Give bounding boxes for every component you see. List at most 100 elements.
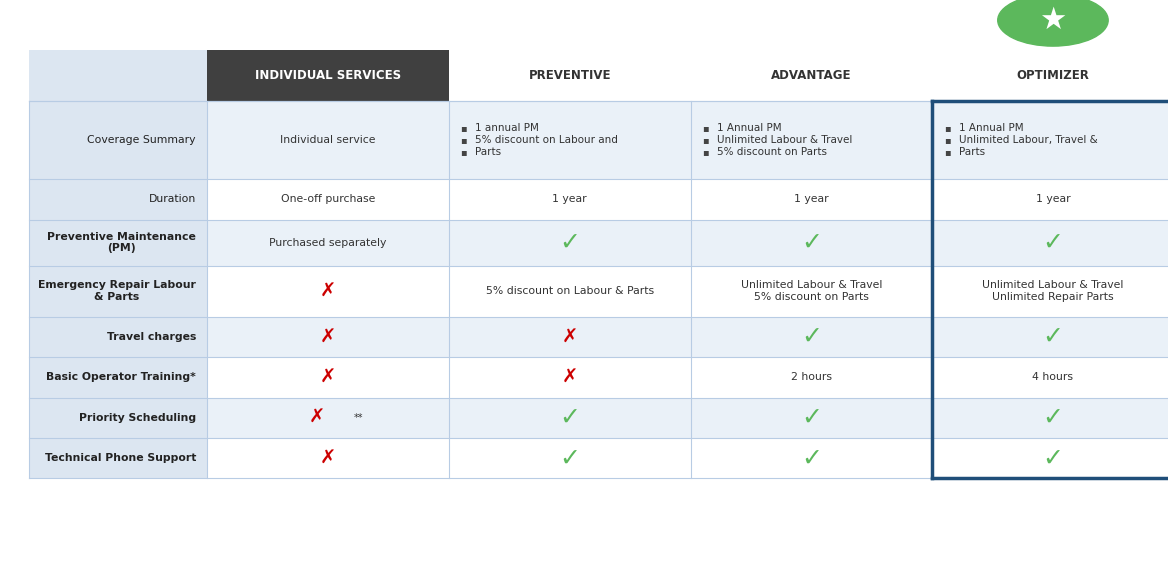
Text: ✓: ✓ <box>559 446 580 470</box>
FancyBboxPatch shape <box>690 317 932 357</box>
FancyBboxPatch shape <box>690 357 932 397</box>
FancyBboxPatch shape <box>449 357 690 397</box>
Text: ✓: ✓ <box>1043 230 1063 255</box>
FancyBboxPatch shape <box>29 317 208 357</box>
Text: Preventive Maintenance
(PM): Preventive Maintenance (PM) <box>47 232 196 253</box>
Text: 4 hours: 4 hours <box>1033 373 1073 382</box>
Text: Priority Scheduling: Priority Scheduling <box>78 413 196 423</box>
Text: ▪: ▪ <box>702 147 709 157</box>
FancyBboxPatch shape <box>29 438 208 478</box>
Text: ✓: ✓ <box>1043 325 1063 349</box>
FancyBboxPatch shape <box>449 179 690 220</box>
FancyBboxPatch shape <box>932 220 1168 265</box>
Text: Duration: Duration <box>148 194 196 205</box>
FancyBboxPatch shape <box>29 265 208 317</box>
FancyBboxPatch shape <box>932 101 1168 179</box>
Text: 1 year: 1 year <box>794 194 828 205</box>
Text: Individual service: Individual service <box>280 135 376 145</box>
FancyBboxPatch shape <box>690 220 932 265</box>
Text: ▪: ▪ <box>944 135 951 145</box>
FancyBboxPatch shape <box>208 179 449 220</box>
Text: INDIVIDUAL SERVICES: INDIVIDUAL SERVICES <box>255 69 402 82</box>
FancyBboxPatch shape <box>208 101 449 179</box>
Text: One-off purchase: One-off purchase <box>281 194 375 205</box>
FancyBboxPatch shape <box>29 179 208 220</box>
Text: **: ** <box>354 413 363 423</box>
Text: ▪: ▪ <box>944 123 951 133</box>
Text: ▪: ▪ <box>944 147 951 157</box>
Text: ▪: ▪ <box>460 123 467 133</box>
FancyBboxPatch shape <box>208 357 449 397</box>
Text: Basic Operator Training*: Basic Operator Training* <box>46 373 196 382</box>
FancyBboxPatch shape <box>690 179 932 220</box>
FancyBboxPatch shape <box>29 50 208 101</box>
Text: ✗: ✗ <box>320 368 336 387</box>
Text: ✓: ✓ <box>1043 406 1063 430</box>
FancyBboxPatch shape <box>449 220 690 265</box>
Text: ✓: ✓ <box>559 406 580 430</box>
Text: 1 Annual PM: 1 Annual PM <box>959 123 1023 133</box>
FancyBboxPatch shape <box>690 397 932 438</box>
FancyBboxPatch shape <box>208 50 449 101</box>
Text: OPTIMIZER: OPTIMIZER <box>1016 69 1090 82</box>
Text: ✗: ✗ <box>308 409 325 427</box>
Text: Unlimited Labour & Travel
Unlimited Repair Parts: Unlimited Labour & Travel Unlimited Repa… <box>982 280 1124 302</box>
FancyBboxPatch shape <box>29 220 208 265</box>
FancyBboxPatch shape <box>29 397 208 438</box>
FancyBboxPatch shape <box>208 397 449 438</box>
FancyBboxPatch shape <box>208 265 449 317</box>
Text: ✗: ✗ <box>320 328 336 346</box>
Text: Parts: Parts <box>475 147 501 157</box>
FancyBboxPatch shape <box>932 317 1168 357</box>
Text: ▪: ▪ <box>460 147 467 157</box>
Text: 1 year: 1 year <box>1036 194 1070 205</box>
FancyBboxPatch shape <box>29 101 208 179</box>
Circle shape <box>997 0 1108 46</box>
Text: ✗: ✗ <box>320 448 336 468</box>
Text: Travel charges: Travel charges <box>106 332 196 342</box>
FancyBboxPatch shape <box>932 179 1168 220</box>
Text: Emergency Repair Labour
& Parts: Emergency Repair Labour & Parts <box>39 280 196 302</box>
Text: ★: ★ <box>1040 6 1066 35</box>
Text: Technical Phone Support: Technical Phone Support <box>44 453 196 463</box>
Text: ▪: ▪ <box>460 135 467 145</box>
Text: 1 Annual PM: 1 Annual PM <box>717 123 781 133</box>
Text: Coverage Summary: Coverage Summary <box>88 135 196 145</box>
Text: ✓: ✓ <box>801 325 822 349</box>
Text: ▪: ▪ <box>702 135 709 145</box>
FancyBboxPatch shape <box>690 438 932 478</box>
Text: ✓: ✓ <box>801 406 822 430</box>
FancyBboxPatch shape <box>932 438 1168 478</box>
Text: Unlimited Labour, Travel &: Unlimited Labour, Travel & <box>959 135 1098 145</box>
FancyBboxPatch shape <box>449 397 690 438</box>
FancyBboxPatch shape <box>690 265 932 317</box>
FancyBboxPatch shape <box>449 438 690 478</box>
FancyBboxPatch shape <box>208 220 449 265</box>
FancyBboxPatch shape <box>932 50 1168 101</box>
Text: Purchased separately: Purchased separately <box>270 238 387 248</box>
FancyBboxPatch shape <box>932 397 1168 438</box>
Text: 5% discount on Parts: 5% discount on Parts <box>717 147 827 157</box>
Text: ✓: ✓ <box>559 230 580 255</box>
Text: PREVENTIVE: PREVENTIVE <box>529 69 611 82</box>
FancyBboxPatch shape <box>449 101 690 179</box>
Text: ADVANTAGE: ADVANTAGE <box>771 69 851 82</box>
FancyBboxPatch shape <box>449 317 690 357</box>
Text: 5% discount on Labour and: 5% discount on Labour and <box>475 135 618 145</box>
Text: Parts: Parts <box>959 147 985 157</box>
Text: Unlimited Labour & Travel
5% discount on Parts: Unlimited Labour & Travel 5% discount on… <box>741 280 882 302</box>
FancyBboxPatch shape <box>690 101 932 179</box>
Text: ✗: ✗ <box>562 368 578 387</box>
Text: ✗: ✗ <box>320 282 336 301</box>
FancyBboxPatch shape <box>449 50 690 101</box>
FancyBboxPatch shape <box>449 265 690 317</box>
Text: 1 year: 1 year <box>552 194 588 205</box>
Text: ✓: ✓ <box>801 446 822 470</box>
Text: Unlimited Labour & Travel: Unlimited Labour & Travel <box>717 135 853 145</box>
Text: ▪: ▪ <box>702 123 709 133</box>
Text: 1 annual PM: 1 annual PM <box>475 123 540 133</box>
FancyBboxPatch shape <box>208 438 449 478</box>
Text: ✗: ✗ <box>562 328 578 346</box>
FancyBboxPatch shape <box>932 265 1168 317</box>
FancyBboxPatch shape <box>932 357 1168 397</box>
